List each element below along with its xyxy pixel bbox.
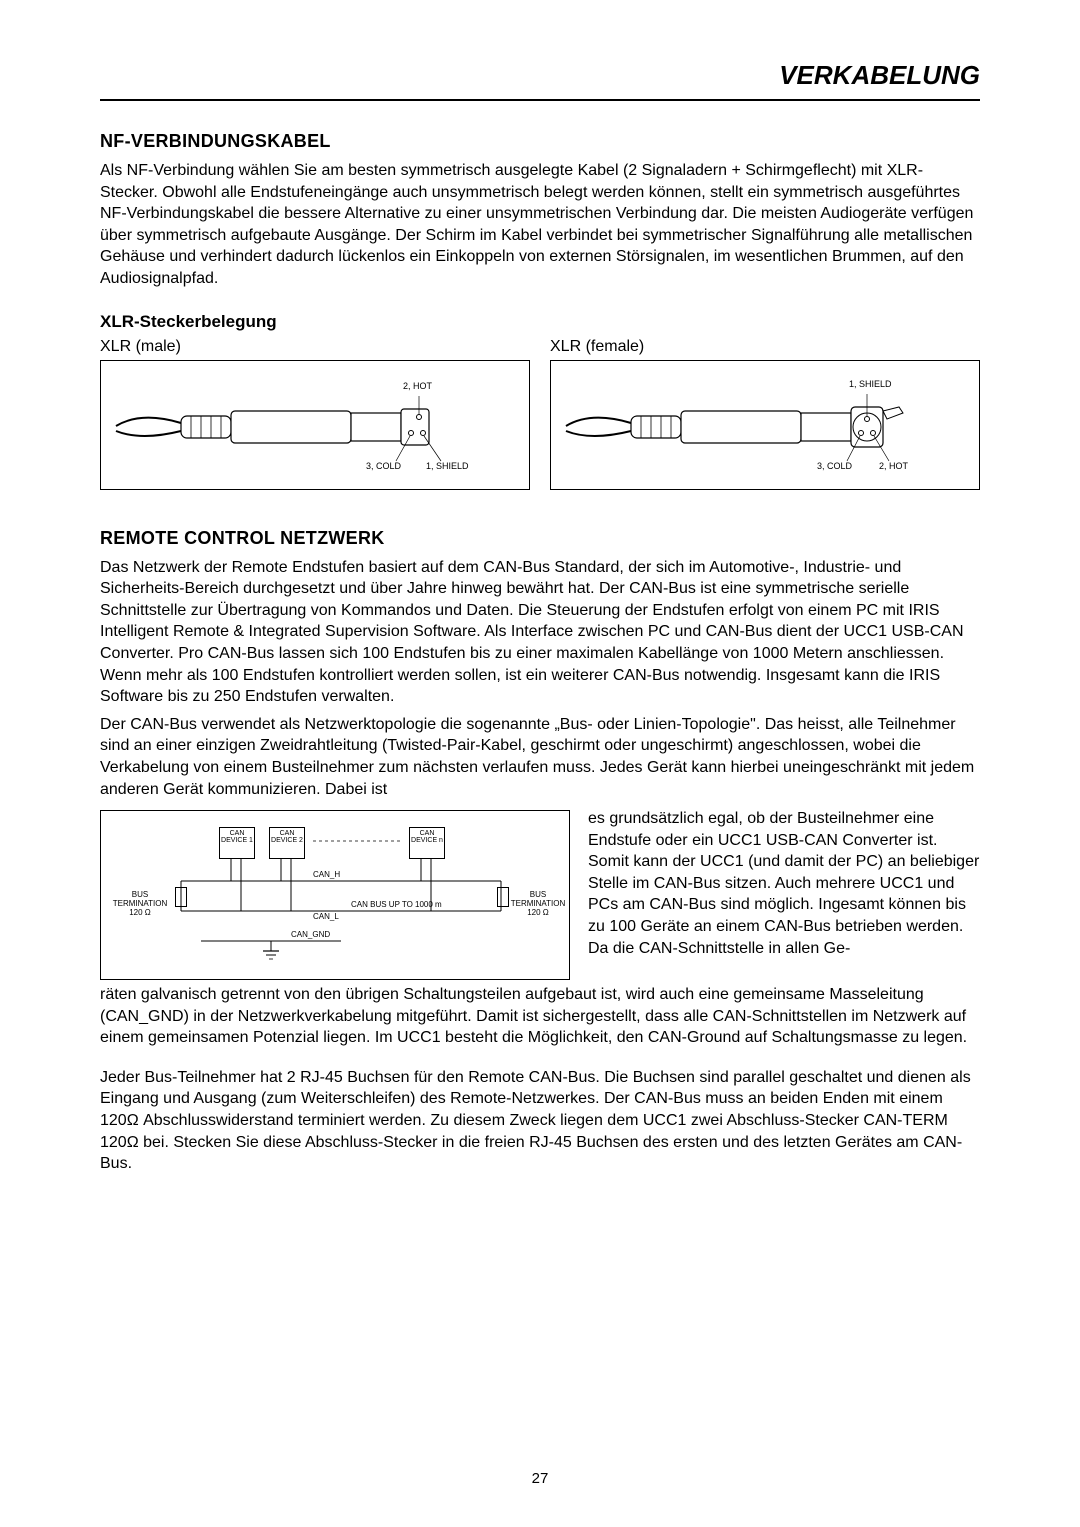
- pin-cold-label-f: 3, COLD: [817, 461, 852, 471]
- xlr-row: XLR (male): [100, 338, 980, 490]
- can-length-label: CAN BUS UP TO 1000 m: [351, 901, 442, 910]
- can-h-label: CAN_H: [313, 871, 340, 880]
- remote-heading: REMOTE CONTROL NETZWERK: [100, 528, 980, 549]
- pin-cold-label: 3, COLD: [366, 461, 401, 471]
- xlr-female-diagram: 1, SHIELD 3, COLD 2, HOT: [550, 360, 980, 490]
- can-device-n: CAN DEVICE n: [409, 827, 445, 859]
- pin-shield-label-f: 1, SHIELD: [849, 379, 892, 389]
- pin-hot-label: 2, HOT: [403, 381, 432, 391]
- page-header: VERKABELUNG: [100, 60, 980, 101]
- pin-shield-label: 1, SHIELD: [426, 461, 469, 471]
- term-left-box: [175, 887, 187, 907]
- remote-para1: Das Netzwerk der Remote Endstufen basier…: [100, 557, 980, 708]
- can-bus-diagram: CAN DEVICE 1 CAN DEVICE 2 CAN DEVICE n B…: [100, 810, 570, 980]
- remote-para3: räten galvanisch getrennt von den übrige…: [100, 984, 980, 1049]
- xlr-female-label: XLR (female): [550, 338, 980, 356]
- term-right-label: BUS TERMINATION 120 Ω: [509, 891, 567, 917]
- remote-para2a: Der CAN-Bus verwendet als Netzwerktopolo…: [100, 714, 980, 800]
- term-right-box: [497, 887, 509, 907]
- can-device-1: CAN DEVICE 1: [219, 827, 255, 859]
- nf-heading: NF-VERBINDUNGSKABEL: [100, 131, 980, 152]
- xlr-male-label: XLR (male): [100, 338, 530, 356]
- page-number: 27: [0, 1470, 1080, 1487]
- term-left-label: BUS TERMINATION 120 Ω: [107, 891, 173, 917]
- can-l-label: CAN_L: [313, 913, 339, 922]
- can-device-2: CAN DEVICE 2: [269, 827, 305, 859]
- remote-para4: Jeder Bus-Teilnehmer hat 2 RJ-45 Buchsen…: [100, 1067, 980, 1175]
- nf-paragraph: Als NF-Verbindung wählen Sie am besten s…: [100, 160, 980, 290]
- xlr-male-diagram: 2, HOT 3, COLD 1, SHIELD: [100, 360, 530, 490]
- xlr-heading: XLR-Steckerbelegung: [100, 312, 980, 332]
- can-gnd-label: CAN_GND: [291, 931, 330, 940]
- pin-hot-label-f: 2, HOT: [879, 461, 908, 471]
